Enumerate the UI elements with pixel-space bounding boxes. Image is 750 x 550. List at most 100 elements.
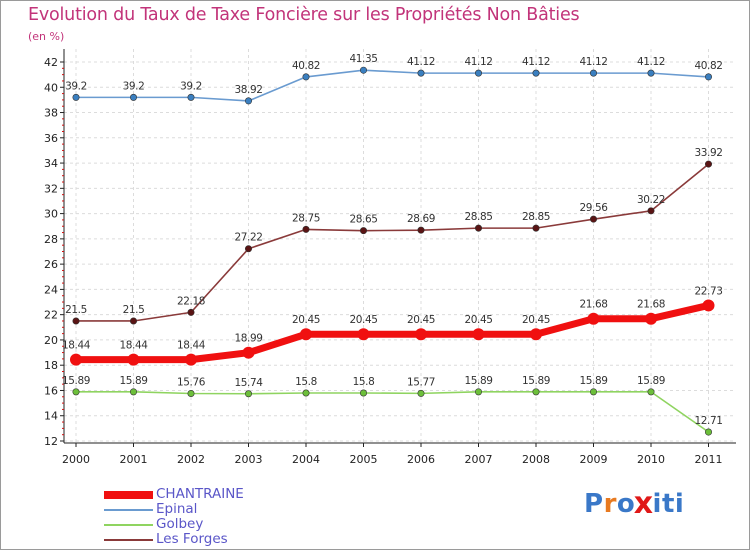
data-point: [474, 224, 482, 232]
data-point: [589, 388, 597, 396]
y-tick-label: 42: [44, 56, 58, 69]
data-label: 21.68: [579, 299, 607, 311]
y-tick-label: 26: [44, 258, 58, 271]
series-golbey: 15.89 15.89 15.76 15.74 15.8 15.8 15.77 15.89 15…: [62, 375, 723, 436]
data-label: 41.12: [522, 56, 550, 68]
data-point: [474, 69, 482, 77]
data-label: 39.2: [65, 80, 87, 92]
data-label: 38.92: [234, 84, 262, 96]
y-axis-unit: (en %): [28, 30, 65, 43]
data-point: [532, 388, 540, 396]
data-point: [302, 73, 310, 81]
data-point: [187, 93, 195, 101]
data-point: [589, 69, 597, 77]
data-label: 41.12: [407, 56, 435, 68]
data-point: [647, 388, 655, 396]
data-point: [130, 93, 138, 101]
data-label: 40.82: [694, 60, 722, 72]
data-point: [187, 308, 195, 316]
legend-swatch: [104, 509, 153, 511]
data-label: 15.8: [353, 376, 375, 388]
y-tick-label: 16: [44, 384, 58, 397]
data-label: 39.2: [180, 80, 202, 92]
y-tick-label: 24: [44, 283, 58, 296]
x-tick-label: 2006: [407, 453, 435, 466]
y-tick-label: 28: [44, 233, 58, 246]
data-point: [245, 390, 253, 398]
y-tick-label: 22: [44, 309, 58, 322]
legend-swatch: [104, 491, 153, 499]
data-point: [359, 66, 367, 74]
y-tick-label: 14: [44, 410, 58, 423]
y-tick-label: 30: [44, 208, 58, 221]
x-tick-label: 2008: [522, 453, 550, 466]
data-label: 28.85: [522, 211, 550, 223]
y-tick-label: 36: [44, 132, 58, 145]
x-axis-ticks: 2000 2001 2002 2003 2004 2005 2006 2007 2008 2009…: [62, 443, 723, 466]
data-label: 28.75: [292, 212, 320, 224]
data-label: 41.35: [349, 53, 377, 65]
y-tick-label: 34: [44, 157, 58, 170]
data-label: 28.85: [464, 211, 492, 223]
data-label: 27.22: [234, 232, 262, 244]
x-tick-label: 2009: [580, 453, 608, 466]
data-point: [130, 317, 138, 325]
data-label: 15.77: [407, 376, 435, 388]
x-tick-label: 2002: [177, 453, 205, 466]
series-chantraine: 18.44 18.44 18.44 18.99 20.45 20.45 20.45 20.45…: [62, 285, 723, 366]
data-label: 41.12: [579, 56, 607, 68]
grid-lines: [64, 49, 736, 443]
data-label: 15.8: [295, 376, 317, 388]
x-tick-label: 2010: [637, 453, 665, 466]
data-point: [242, 346, 255, 359]
data-point: [472, 328, 485, 341]
series-line-epinal: [75, 69, 710, 102]
x-tick-label: 2004: [292, 453, 320, 466]
data-point: [359, 227, 367, 235]
data-label: 33.92: [694, 147, 722, 159]
data-label: 15.89: [464, 375, 492, 387]
data-point: [704, 73, 712, 81]
data-point: [72, 317, 80, 325]
data-point: [417, 69, 425, 77]
data-point: [647, 207, 655, 215]
data-label: 15.89: [62, 375, 90, 387]
data-point: [302, 225, 310, 233]
x-tick-label: 2000: [62, 453, 90, 466]
data-point: [415, 328, 427, 341]
legend-label: Les Forges: [156, 531, 228, 547]
data-point: [72, 93, 80, 101]
legend-swatch: [104, 539, 153, 541]
data-label: 18.99: [234, 333, 262, 345]
x-tick-label: 2011: [695, 453, 723, 466]
data-point: [127, 353, 140, 366]
data-label: 15.89: [579, 375, 607, 387]
data-label: 22.18: [177, 295, 205, 307]
data-point: [589, 215, 597, 223]
y-tick-label: 38: [44, 107, 58, 120]
y-tick-label: 18: [44, 359, 58, 372]
data-point: [130, 388, 138, 396]
data-label: 15.89: [119, 375, 147, 387]
data-label: 12.71: [694, 415, 722, 427]
series-line-les-forges: [75, 163, 710, 322]
data-point: [702, 299, 715, 312]
legend-label: Golbey: [156, 516, 204, 532]
plot-area: [64, 49, 736, 443]
data-point: [704, 160, 712, 168]
x-tick-label: 2001: [120, 453, 148, 466]
data-point: [645, 312, 657, 325]
data-point: [532, 224, 540, 232]
data-point: [302, 389, 310, 397]
y-tick-label: 20: [44, 334, 58, 347]
data-point: [474, 388, 482, 396]
series-les-forges: 21.5 21.5 22.18 27.22 28.75 28.65 28.69 28.85 28…: [65, 147, 723, 325]
data-label: 39.2: [123, 80, 145, 92]
y-tick-label: 40: [44, 81, 58, 94]
legend-label: CHANTRAINE: [156, 486, 244, 502]
data-label: 20.45: [292, 314, 320, 326]
data-label: 30.22: [637, 194, 665, 206]
data-label: 20.45: [522, 314, 550, 326]
data-point: [300, 328, 312, 341]
